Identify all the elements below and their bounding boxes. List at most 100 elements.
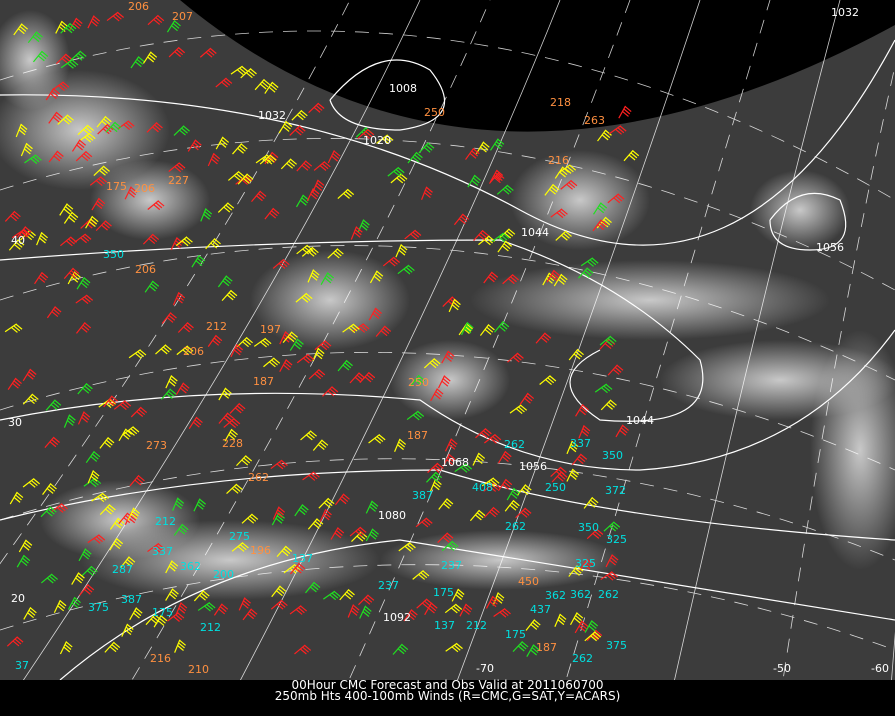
wind-barb [77,382,93,395]
wind-barb [89,176,108,186]
wind-barb [75,294,94,305]
wind-barb [147,14,165,26]
observation-value: 375 [88,601,109,614]
cloud [380,530,620,590]
wind-barb [175,382,190,395]
wind-barb [358,594,375,606]
observation-value: 337 [570,437,591,450]
cloud [750,170,850,250]
wind-barb [451,588,465,602]
wind-barb [63,414,76,428]
wind-barb [546,269,561,283]
contour-label: -70 [476,662,494,675]
wind-barb [193,498,207,512]
wind-barb [117,120,135,131]
wind-barb [173,125,190,136]
contour-label: 40 [11,234,25,247]
wind-barb [175,236,193,247]
wind-barb [48,150,64,163]
longitude-line [22,0,421,680]
wind-barb [105,121,122,133]
wind-barb [50,503,68,513]
wind-barb [7,377,22,390]
wind-barb [42,483,57,495]
wind-barb [312,179,325,193]
wind-barb [207,334,223,347]
observation-value: 197 [260,323,281,336]
wind-barb [127,507,140,521]
wind-barb [365,500,379,514]
contour-label: 30 [8,416,22,429]
contour-labels: 1032 1008 1020 1032 1044 1056 1044 1056 1068 1080… [8,6,889,675]
height-contour [0,239,704,422]
observation-value: 262 [505,520,526,533]
wind-barb [603,521,621,532]
wind-barb [193,590,210,602]
wind-barb [426,471,443,483]
wind-barb [81,565,98,577]
wind-barb [376,134,394,145]
wind-barb [224,428,238,442]
wind-barb [398,541,416,552]
wind-barb [300,430,317,441]
wind-barb [276,545,293,557]
wind-barb [177,321,194,333]
wind-barb [217,275,233,288]
contour-label: 1056 [519,460,547,473]
wind-barb [205,238,221,250]
wind-barb [492,232,510,243]
wind-barb [586,528,604,540]
wind-barb [342,323,360,334]
observation-value: 210 [188,663,209,676]
wind-barb [95,220,112,232]
wind-barb [504,499,520,512]
wind-barb [512,641,529,653]
wind-barb [607,364,624,376]
wind-barb [289,605,308,615]
wind-barb [59,641,73,655]
wind-barb [515,507,532,519]
observation-value: 175 [106,180,127,193]
wind-barb [357,219,370,233]
observation-value: 206 [128,0,149,13]
observation-value: 250 [424,106,445,119]
longitude-line [565,0,771,680]
wind-barb [301,246,319,257]
observation-value: 212 [206,320,227,333]
wind-barb [526,644,540,657]
wind-barb [496,184,514,195]
wind-barb [104,641,121,653]
wind-barb [359,371,376,384]
wind-barb [306,188,320,202]
observation-value: 175 [152,606,173,619]
wind-barb [599,335,617,346]
wind-barb [506,487,521,501]
wind-barb [600,399,617,411]
wind-barb [430,388,444,402]
wind-barb [142,51,158,64]
wind-barb [593,202,608,215]
wind-barb [130,56,145,69]
wind-barb [91,197,106,211]
contour-label: 1044 [521,226,549,239]
wind-barb [128,349,147,359]
longitude-line [240,0,561,680]
height-contour [769,192,847,251]
wind-barb [437,532,454,544]
wind-barb [99,504,116,516]
wind-barb [368,433,386,444]
wind-barb [165,560,179,574]
wind-barb [489,138,505,151]
wind-barb [327,248,344,259]
wind-barb [330,527,345,540]
wind-barb [600,571,619,581]
wind-barb [290,562,306,575]
wind-barb [87,470,100,484]
wind-barb [497,240,513,253]
wind-barb [438,498,454,510]
observation-value: 206 [135,263,156,276]
wind-barb [155,344,172,355]
wind-barb [605,554,619,568]
wind-barb [240,67,257,79]
wind-barb [48,111,63,124]
